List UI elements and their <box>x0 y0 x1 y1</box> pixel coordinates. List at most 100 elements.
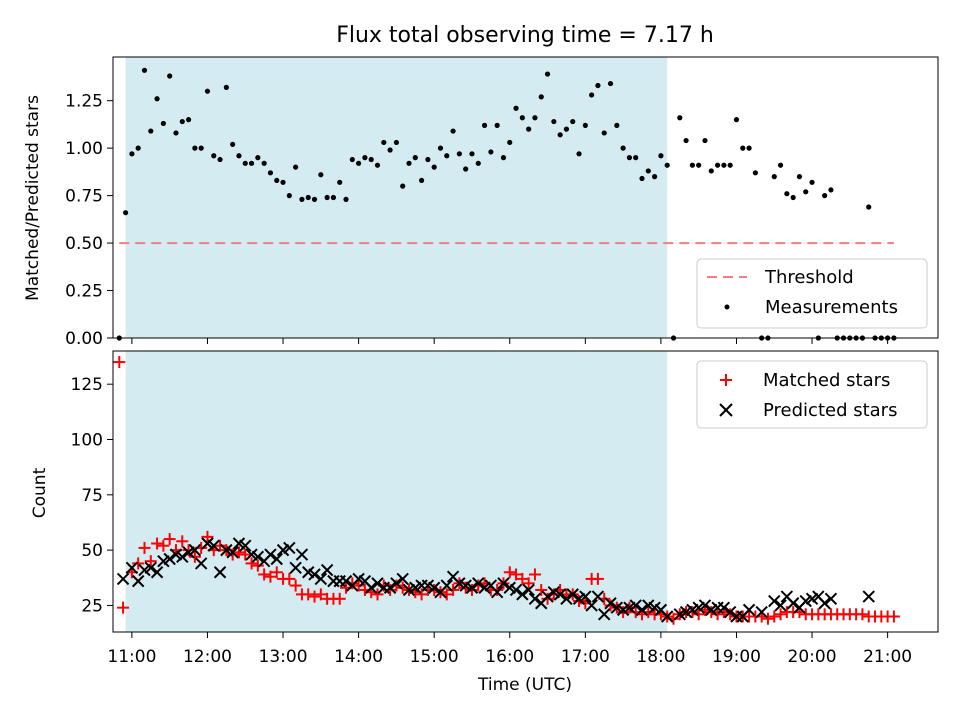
matched-star-point <box>226 548 239 561</box>
predicted-star-stroke-b <box>169 548 183 561</box>
legend-threshold-label: Threshold <box>764 267 854 288</box>
bottom-y-tick-label: 50 <box>81 541 103 561</box>
measurements-series <box>116 67 897 341</box>
matched-star-point <box>333 592 346 605</box>
top-x-axis <box>131 338 889 344</box>
measurement-point <box>305 194 311 201</box>
matched-star-point <box>182 544 195 557</box>
predicted-star-point <box>125 561 139 575</box>
predicted-star-point <box>289 561 302 575</box>
predicted-star-point <box>207 539 220 552</box>
predicted-star-point <box>660 610 674 623</box>
top-y-axis-label: Matched/Predicted stars <box>23 95 43 301</box>
bottom-x-tick-label: 19:00 <box>712 647 761 667</box>
measurement-point <box>683 137 689 144</box>
predicted-star-point <box>131 574 145 588</box>
measurement-point <box>311 196 318 202</box>
bottom-y-tick-label: 75 <box>81 486 103 506</box>
predicted-star-stroke-b <box>755 605 768 619</box>
measurement-point <box>362 155 368 161</box>
measurement-point <box>727 162 733 168</box>
bottom-y-axis: 25 50 75 100 125 <box>71 375 113 616</box>
measurement-point <box>488 149 494 155</box>
measurement-point <box>198 145 204 151</box>
predicted-star-point <box>717 601 731 614</box>
top-y-tick-label: 1.25 <box>65 92 103 112</box>
predicted-star-stroke-b <box>547 585 561 599</box>
top-legend-box <box>696 258 928 329</box>
predicted-star-point <box>522 583 535 597</box>
predicted-star-stroke-b <box>125 561 139 575</box>
top-y-tick-label: 1.00 <box>65 139 103 159</box>
matched-star-point <box>705 606 718 619</box>
predicted-star-point <box>308 568 321 581</box>
measurement-point <box>217 156 223 163</box>
predicted-star-stroke-b <box>780 590 794 603</box>
measurement-point <box>658 153 664 159</box>
measurement-point <box>469 151 475 157</box>
measurement-point <box>204 88 211 94</box>
measurement-point <box>425 156 431 163</box>
predicted-star-stroke-b <box>742 603 756 617</box>
measurement-point <box>280 179 286 185</box>
predicted-star-stroke-b <box>371 577 384 590</box>
predicted-star-stroke-b <box>585 599 598 612</box>
predicted-star-stroke-b <box>232 537 246 550</box>
matched-star-point <box>510 568 523 581</box>
measurement-point <box>356 160 362 166</box>
measurement-point <box>437 145 444 151</box>
predicted-star-point <box>194 557 208 570</box>
predicted-star-point <box>239 539 252 552</box>
bottom-panel: 25 50 75 100 125 11:00 12:00 13:00 14:00 15:00 16… <box>30 350 939 695</box>
predicted-star-stroke-b <box>824 592 838 606</box>
predicted-star-stroke-b <box>604 597 617 610</box>
measurement-point <box>822 193 828 199</box>
predicted-star-stroke-b <box>295 548 309 561</box>
predicted-star-stroke-b <box>396 572 409 586</box>
predicted-star-stroke-b <box>560 592 573 606</box>
legend-matched-label: Matched stars <box>763 370 890 391</box>
predicted-star-point <box>742 603 756 617</box>
measurement-point <box>475 160 481 166</box>
predicted-star-stroke-b <box>635 603 649 617</box>
measurement-point <box>733 117 740 123</box>
matched-star-point <box>528 568 541 581</box>
matched-star-point <box>516 572 529 585</box>
matched-star-point <box>308 590 321 603</box>
matched-star-point <box>214 539 227 552</box>
measurement-point <box>160 120 166 127</box>
predicted-star-stroke-b <box>239 539 252 552</box>
measurement-point <box>330 194 337 201</box>
measurement-point <box>563 126 570 132</box>
predicted-star-point <box>283 541 296 555</box>
top-y-axis: 0.00 0.25 0.50 0.75 1.00 1.25 <box>65 92 113 349</box>
measurement-point <box>519 115 525 121</box>
measurement-point <box>129 151 135 157</box>
predicted-star-stroke-b <box>503 581 516 594</box>
predicted-star-stroke-b <box>194 557 208 570</box>
predicted-star-stroke-b <box>427 581 441 594</box>
predicted-star-stroke-b <box>188 543 202 557</box>
measurement-point <box>387 147 393 153</box>
legend-predicted-label: Predicted stars <box>763 400 897 421</box>
predicted-star-stroke-b <box>698 599 712 612</box>
bottom-x-axis-label: Time (UTC) <box>477 675 572 695</box>
bottom-x-tick-label: 20:00 <box>788 647 837 667</box>
predicted-star-point <box>270 552 283 566</box>
bottom-x-tick-label: 15:00 <box>410 647 459 667</box>
measurement-point <box>173 130 179 136</box>
predicted-star-stroke-b <box>812 590 825 603</box>
matched-star-point <box>270 566 283 579</box>
measurement-point <box>267 170 274 176</box>
measurement-point <box>614 122 620 128</box>
measurement-point <box>167 73 173 79</box>
measurement-point <box>620 145 626 151</box>
predicted-star-point <box>774 599 787 612</box>
predicted-star-stroke-b <box>131 574 145 588</box>
bottom-x-tick-label: 18:00 <box>636 647 685 667</box>
measurement-point <box>211 153 217 159</box>
top-legend: Threshold Measurements <box>696 258 928 329</box>
matched-star-point <box>144 555 157 568</box>
measurement-point <box>639 175 645 182</box>
matched-star-point <box>459 581 472 594</box>
